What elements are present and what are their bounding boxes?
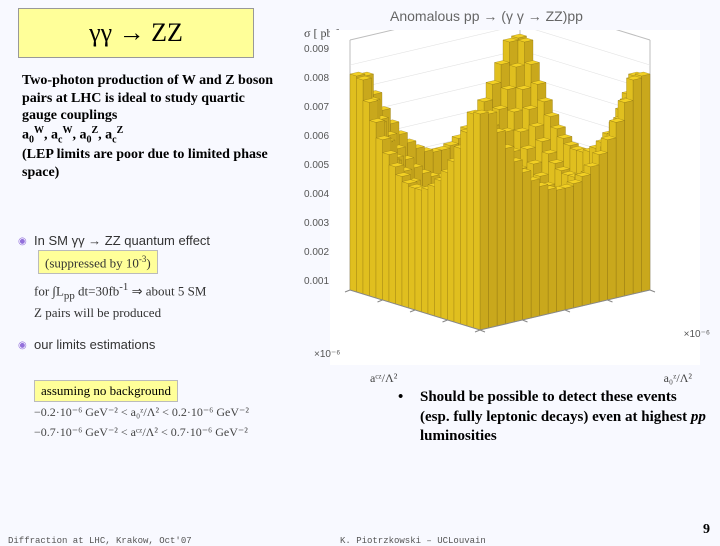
zpairs-line: Z pairs will be produced bbox=[34, 304, 288, 322]
limit-1: −0.2·10⁻⁶ GeV⁻² < a₀ᶻ/Λ² < 0.2·10⁻⁶ GeV⁻… bbox=[34, 402, 249, 422]
lumi-line: for ∫Lpp dt=30fb-1 ⇒ about 5 SM bbox=[34, 280, 288, 304]
right-bullet-text: Should be possible to detect these event… bbox=[420, 388, 708, 447]
desc-couplings: a0W, acW, a0Z, acZ bbox=[22, 125, 280, 147]
desc-line2: (LEP limits are poor due to limited phas… bbox=[22, 146, 280, 181]
limit-2: −0.7·10⁻⁶ GeV⁻² < aᶜᶻ/Λ² < 0.7·10⁻⁶ GeV⁻… bbox=[34, 422, 249, 442]
footer-center: K. Piotrzkowski – UCLouvain bbox=[340, 536, 486, 546]
bullet-icon: ◉ bbox=[18, 336, 34, 354]
assuming-label-wrap: assuming no background bbox=[34, 380, 178, 402]
bullet-icon: ◉ bbox=[18, 232, 34, 322]
sup-open: (suppressed by 10 bbox=[45, 255, 139, 270]
lb: dt=30fb bbox=[75, 284, 120, 299]
footer-left: Diffraction at LHC, Krakow, Oct'07 bbox=[8, 536, 192, 546]
chart-title: Anomalous pp → (γ γ → ZZ)pp bbox=[390, 8, 583, 24]
la: for ∫L bbox=[34, 284, 64, 299]
limits-math: −0.2·10⁻⁶ GeV⁻² < a₀ᶻ/Λ² < 0.2·10⁻⁶ GeV⁻… bbox=[34, 402, 249, 443]
bullet-limits: ◉ our limits estimations bbox=[18, 336, 288, 354]
desc-line1: Two-photon production of W and Z boson p… bbox=[22, 72, 280, 125]
scale-right: ×10⁻⁶ bbox=[684, 329, 710, 340]
scale-left: ×10⁻⁶ bbox=[314, 349, 340, 360]
sup-close: ) bbox=[146, 255, 150, 270]
bullet-sm-text: In SM γγ → ZZ quantum effect (suppressed… bbox=[34, 232, 288, 322]
lc: ⇒ about 5 SM bbox=[128, 284, 206, 299]
title-text: γγ → ZZ bbox=[89, 18, 183, 48]
chart-xlabel-left: aᶜᶻ/Λ² bbox=[370, 371, 397, 386]
chart-3d: Anomalous pp → (γ γ → ZZ)pp σ [ pb ] 0.0… bbox=[300, 8, 710, 388]
bullet-sm: ◉ In SM γγ → ZZ quantum effect (suppress… bbox=[18, 232, 288, 322]
limits-text: our limits estimations bbox=[34, 336, 288, 354]
suppressed-label: (suppressed by 10-3) bbox=[38, 250, 158, 275]
description-block: Two-photon production of W and Z boson p… bbox=[22, 72, 280, 181]
middle-block: ◉ In SM γγ → ZZ quantum effect (suppress… bbox=[18, 232, 288, 357]
chart-xlabel-right: a₀ᶻ/Λ² bbox=[664, 371, 692, 386]
assuming-label: assuming no background bbox=[34, 380, 178, 402]
footer-page: 9 bbox=[703, 522, 710, 538]
sm-pre: In SM γγ → ZZ quantum effect bbox=[34, 233, 210, 248]
bullet-dot: • bbox=[398, 388, 420, 447]
title-box: γγ → ZZ bbox=[18, 8, 254, 58]
right-bullet: • Should be possible to detect these eve… bbox=[398, 388, 708, 447]
chart-svg bbox=[330, 30, 700, 365]
